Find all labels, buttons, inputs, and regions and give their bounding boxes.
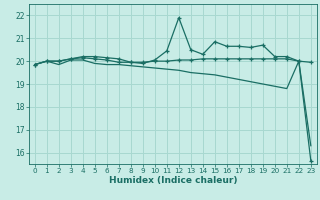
X-axis label: Humidex (Indice chaleur): Humidex (Indice chaleur) (108, 176, 237, 185)
